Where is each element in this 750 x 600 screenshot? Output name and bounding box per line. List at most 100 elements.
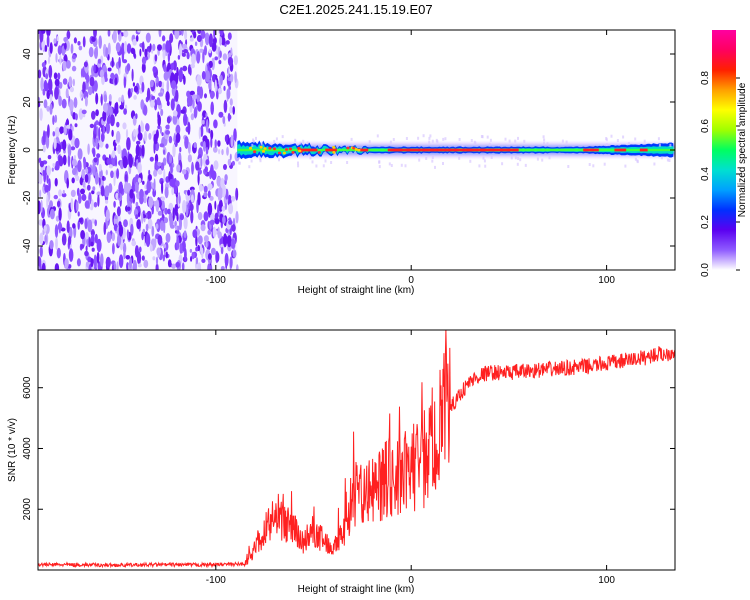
signal-fringe xyxy=(390,164,393,167)
noise-blob xyxy=(102,175,105,181)
colorbar-ticks: 0.0 0.2 0.4 0.6 0.8 xyxy=(700,71,740,277)
signal-fringe xyxy=(259,159,262,163)
signal-fringe xyxy=(508,139,511,143)
noise-blob xyxy=(96,238,102,253)
noise-blob xyxy=(235,187,239,201)
noise-blob xyxy=(94,219,97,227)
noise-blob xyxy=(205,159,210,166)
noise-blob xyxy=(82,181,86,188)
noise-blob xyxy=(208,33,213,48)
noise-blob xyxy=(149,79,154,88)
noise-blob xyxy=(186,51,190,60)
noise-blob xyxy=(128,88,131,99)
noise-blob xyxy=(126,63,131,72)
noise-blob xyxy=(56,247,61,259)
noise-blob xyxy=(197,101,202,112)
noise-blob xyxy=(209,219,215,226)
noise-blob xyxy=(181,240,186,252)
signal-fringe xyxy=(561,139,564,143)
noise-blob xyxy=(113,200,116,208)
noise-blob xyxy=(113,146,117,151)
noise-blob xyxy=(187,189,191,196)
noise-blob xyxy=(155,199,160,213)
noise-blob xyxy=(85,232,89,240)
noise-blob xyxy=(133,176,136,186)
noise-blob xyxy=(140,99,145,110)
noise-blob xyxy=(123,250,126,260)
noise-blob xyxy=(123,30,129,38)
noise-blob xyxy=(54,263,60,270)
noise-blob xyxy=(227,32,232,40)
noise-blob xyxy=(96,153,101,159)
signal-fringe xyxy=(238,161,241,165)
noise-blob xyxy=(155,78,158,84)
x-tick-label: -100 xyxy=(206,575,226,586)
y-tick-label: 40 xyxy=(22,48,33,60)
noise-blob xyxy=(227,66,230,78)
noise-blob xyxy=(115,130,121,143)
signal-fringe xyxy=(389,140,392,144)
signal-fringe xyxy=(422,134,425,138)
signal-hot-segment xyxy=(325,148,337,152)
noise-blob xyxy=(44,44,48,53)
noise-blob xyxy=(68,248,74,262)
noise-blob xyxy=(87,143,90,155)
noise-blob xyxy=(224,134,228,143)
noise-blob xyxy=(96,191,101,197)
y-tick-label: -20 xyxy=(22,190,33,205)
noise-blob xyxy=(145,123,150,132)
noise-blob xyxy=(151,225,155,237)
noise-blob xyxy=(175,132,181,143)
noise-blob xyxy=(134,181,139,193)
signal-fringe xyxy=(548,156,551,160)
noise-blob xyxy=(116,168,120,179)
snr-ylabel: SNR (10 * v/v) xyxy=(7,418,18,482)
noise-blob xyxy=(66,177,69,189)
signal-hot-spot xyxy=(268,146,272,150)
noise-blob xyxy=(171,187,175,196)
noise-blob xyxy=(75,200,79,212)
noise-blob xyxy=(158,80,163,88)
noise-blob xyxy=(216,90,219,100)
noise-blob xyxy=(134,161,137,167)
noise-blob xyxy=(87,219,93,233)
noise-blob xyxy=(227,56,234,67)
noise-blob xyxy=(137,30,142,33)
noise-blob xyxy=(74,167,77,175)
noise-blob xyxy=(113,262,117,270)
noise-blob xyxy=(122,155,128,169)
signal-fringe xyxy=(294,138,297,142)
noise-blob xyxy=(72,223,76,229)
noise-blob xyxy=(39,108,43,121)
noise-blob xyxy=(176,164,181,173)
noise-blob xyxy=(158,30,162,38)
signal-fringe xyxy=(657,137,660,141)
noise-blob xyxy=(111,57,114,68)
noise-blob xyxy=(118,192,121,199)
noise-blob xyxy=(184,136,189,149)
noise-blob xyxy=(207,229,212,235)
signal-hot-spot xyxy=(248,146,253,150)
signal-hot-segment xyxy=(297,148,318,152)
noise-blob xyxy=(118,224,124,237)
noise-blob xyxy=(197,191,201,206)
noise-blob xyxy=(172,114,178,125)
signal-hot-segment xyxy=(639,148,648,152)
signal-fringe xyxy=(324,159,327,163)
noise-blob xyxy=(85,245,88,252)
noise-blob xyxy=(226,88,231,100)
signal-fringe xyxy=(260,142,263,146)
noise-blob xyxy=(220,266,225,270)
signal-fringe xyxy=(392,138,395,141)
noise-blob xyxy=(135,144,140,157)
noise-blob xyxy=(176,236,180,251)
noise-blob xyxy=(166,116,171,124)
noise-blob xyxy=(122,242,127,254)
noise-blob xyxy=(92,186,96,192)
signal-fringe xyxy=(482,156,485,160)
x-tick-label: 100 xyxy=(598,575,615,586)
noise-blob xyxy=(192,98,195,109)
noise-blob xyxy=(116,261,119,270)
signal-hot-spot xyxy=(352,146,356,150)
signal-fringe xyxy=(524,163,527,167)
